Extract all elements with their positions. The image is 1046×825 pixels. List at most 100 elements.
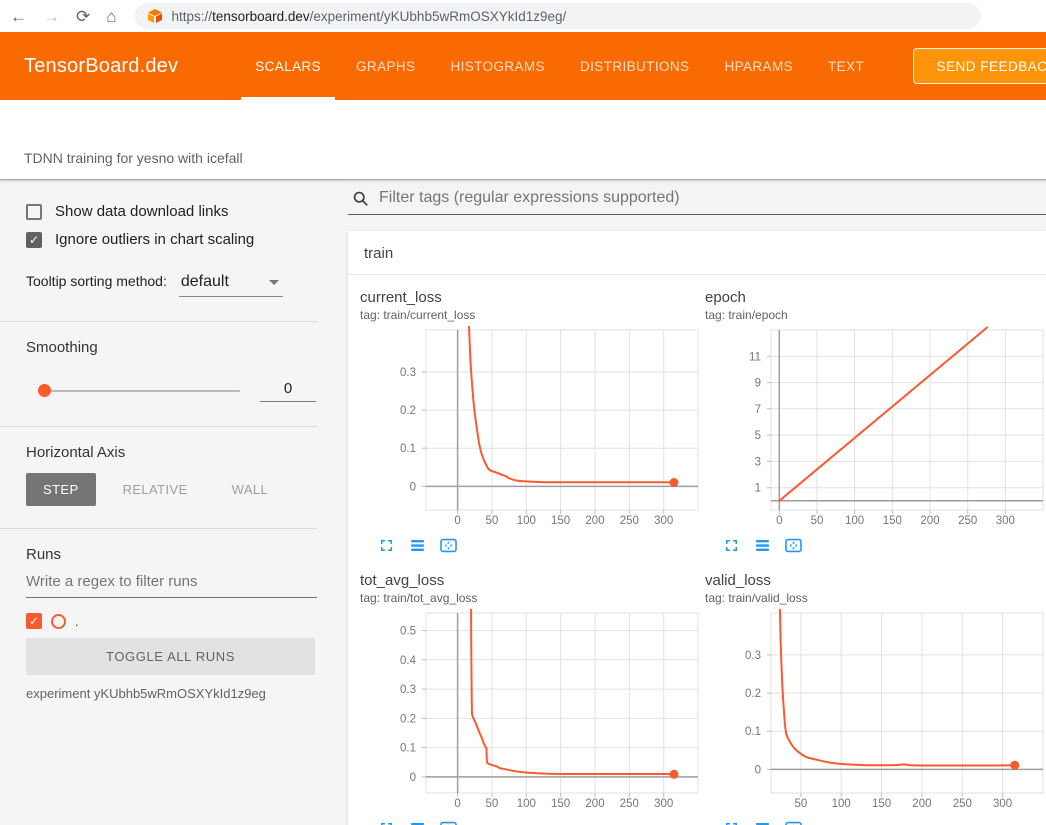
svg-text:11: 11 — [749, 351, 761, 363]
ignore-outliers-checkbox[interactable]: ✓ — [26, 232, 42, 248]
url-path: /experiment/yKUbhb5wRmOSXYkId1z9eg/ — [310, 9, 567, 24]
app-logo[interactable]: TensorBoard.dev — [24, 55, 178, 78]
tab-histograms[interactable]: HISTOGRAMS — [435, 32, 560, 100]
tab-distributions[interactable]: DISTRIBUTIONS — [565, 32, 704, 100]
main-content: train current_loss tag: train/current_lo… — [345, 180, 1046, 825]
svg-text:200: 200 — [585, 515, 604, 527]
axis-step-button[interactable]: STEP — [26, 473, 96, 506]
show-download-links-label: Show data download links — [55, 203, 228, 220]
app-header: TensorBoard.dev SCALARS GRAPHS HISTOGRAM… — [0, 32, 1046, 100]
svg-text:0.3: 0.3 — [400, 367, 416, 379]
run-color-swatch[interactable] — [51, 614, 66, 629]
svg-text:0.5: 0.5 — [400, 626, 416, 638]
horizontal-axis-label: Horizontal Axis — [26, 444, 345, 461]
chart-toolbar — [360, 528, 700, 570]
expand-chart-icon[interactable] — [376, 536, 396, 556]
charts-grid: current_loss tag: train/current_loss 00.… — [348, 275, 1046, 825]
svg-text:150: 150 — [551, 798, 570, 810]
sidebar-divider — [0, 321, 317, 322]
svg-text:100: 100 — [845, 515, 864, 527]
svg-text:300: 300 — [996, 515, 1015, 527]
page: ← → ⟳ ⌂ https://tensorboard.dev/experime… — [0, 0, 1046, 825]
send-feedback-button[interactable]: SEND FEEDBACK — [913, 48, 1046, 84]
chart-title: valid_loss — [705, 572, 1045, 589]
toggle-all-runs-button[interactable]: TOGGLE ALL RUNS — [26, 638, 315, 675]
back-icon[interactable]: ← — [10, 8, 27, 25]
axis-wall-button[interactable]: WALL — [215, 473, 286, 506]
scalar-chart-epoch: epoch tag: train/epoch 13579110501001502… — [705, 287, 1045, 570]
log-scale-lines-icon[interactable] — [752, 819, 772, 825]
expand-chart-icon[interactable] — [721, 819, 741, 825]
search-icon — [352, 190, 369, 207]
axis-relative-button[interactable]: RELATIVE — [106, 473, 205, 506]
fit-domain-icon[interactable] — [438, 536, 458, 556]
svg-text:200: 200 — [585, 798, 604, 810]
ignore-outliers-row[interactable]: ✓ Ignore outliers in chart scaling — [26, 231, 345, 248]
smoothing-slider-thumb[interactable] — [38, 384, 51, 397]
runs-filter-input[interactable] — [26, 563, 317, 598]
smoothing-value-input[interactable]: 0 — [260, 380, 316, 402]
chart-plot-area[interactable]: 1357911050100150200250300 — [705, 326, 1045, 528]
log-scale-lines-icon[interactable] — [407, 536, 427, 556]
chart-plot-area[interactable]: 00.10.20.30.40.5050100150200250300 — [360, 609, 700, 811]
svg-text:3: 3 — [755, 456, 761, 468]
show-download-links-checkbox[interactable]: ✓ — [26, 204, 42, 220]
svg-text:1: 1 — [755, 483, 761, 495]
chevron-down-icon — [269, 280, 279, 285]
tooltip-sorting-value: default — [181, 273, 229, 291]
svg-text:150: 150 — [872, 798, 891, 810]
svg-text:0.1: 0.1 — [400, 443, 416, 455]
tag-filter-input[interactable] — [379, 189, 1046, 207]
runs-label: Runs — [26, 546, 345, 563]
forward-icon[interactable]: → — [43, 8, 60, 25]
svg-text:250: 250 — [958, 515, 977, 527]
svg-text:0: 0 — [410, 772, 416, 784]
run-name: . — [75, 614, 79, 629]
run-checkbox[interactable]: ✓ — [26, 613, 42, 629]
sidebar-divider — [0, 528, 317, 529]
tag-filter-row — [348, 180, 1046, 215]
top-nav: SCALARS GRAPHS HISTOGRAMS DISTRIBUTIONS … — [240, 32, 884, 100]
svg-text:50: 50 — [795, 798, 808, 810]
tab-hparams[interactable]: HPARAMS — [709, 32, 808, 100]
browser-chrome: ← → ⟳ ⌂ https://tensorboard.dev/experime… — [0, 0, 1046, 32]
reload-icon[interactable]: ⟳ — [76, 8, 90, 25]
svg-text:50: 50 — [811, 515, 824, 527]
fit-domain-icon[interactable] — [783, 536, 803, 556]
expand-chart-icon[interactable] — [721, 536, 741, 556]
ignore-outliers-label: Ignore outliers in chart scaling — [55, 231, 254, 248]
run-row[interactable]: ✓ . — [26, 613, 345, 629]
fit-domain-icon[interactable] — [783, 819, 803, 825]
svg-text:50: 50 — [486, 515, 499, 527]
url-text: https://tensorboard.dev/experiment/yKUbh… — [172, 9, 567, 24]
scalar-chart-valid-loss: valid_loss tag: train/valid_loss 00.10.2… — [705, 570, 1045, 825]
tooltip-sorting-select[interactable]: default — [179, 273, 283, 297]
fit-domain-icon[interactable] — [438, 819, 458, 825]
chart-plot-area[interactable]: 00.10.20.350100150200250300 — [705, 609, 1045, 811]
log-scale-lines-icon[interactable] — [407, 819, 427, 825]
svg-text:0.1: 0.1 — [745, 726, 761, 738]
smoothing-row: 0 — [40, 380, 319, 402]
tab-text[interactable]: TEXT — [813, 32, 879, 100]
horizontal-axis-buttons: STEP RELATIVE WALL — [26, 473, 345, 506]
svg-text:0.3: 0.3 — [400, 684, 416, 696]
log-scale-lines-icon[interactable] — [752, 536, 772, 556]
chart-plot-area[interactable]: 00.10.20.3050100150200250300 — [360, 326, 700, 528]
svg-text:200: 200 — [920, 515, 939, 527]
svg-text:0.2: 0.2 — [400, 405, 416, 417]
smoothing-slider[interactable] — [40, 390, 240, 392]
tab-graphs[interactable]: GRAPHS — [341, 32, 430, 100]
home-icon[interactable]: ⌂ — [106, 8, 116, 25]
content: ✓ Show data download links ✓ Ignore outl… — [0, 180, 1046, 825]
show-download-links-row[interactable]: ✓ Show data download links — [26, 203, 345, 220]
address-bar[interactable]: https://tensorboard.dev/experiment/yKUbh… — [135, 3, 981, 29]
tag-group-header[interactable]: train — [348, 231, 1046, 275]
scalar-chart-current-loss: current_loss tag: train/current_loss 00.… — [360, 287, 700, 570]
svg-text:0: 0 — [776, 515, 782, 527]
experiment-title-bar: TDNN training for yesno with icefall — [0, 100, 1046, 180]
expand-chart-icon[interactable] — [376, 819, 396, 825]
svg-text:0.2: 0.2 — [400, 713, 416, 725]
svg-text:0.3: 0.3 — [745, 650, 761, 662]
sidebar-divider — [0, 426, 317, 427]
tab-scalars[interactable]: SCALARS — [240, 32, 336, 100]
